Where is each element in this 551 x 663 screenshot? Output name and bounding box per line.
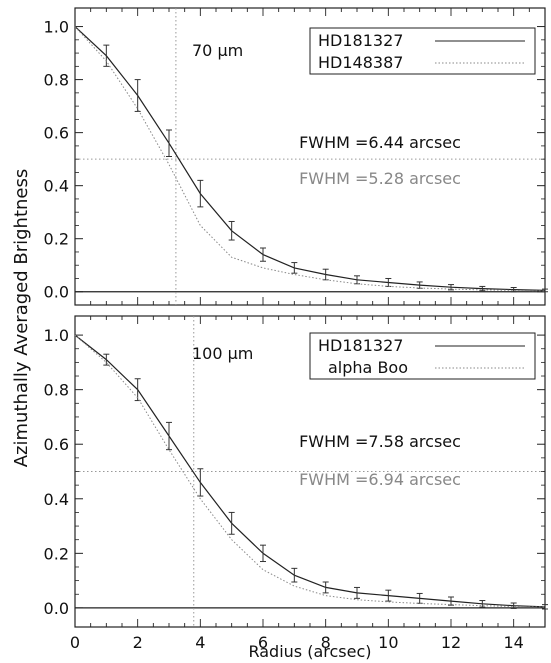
x-tick-label: 12 [441, 633, 461, 652]
legend-label: HD181327 [318, 336, 403, 355]
x-tick-label: 8 [321, 633, 331, 652]
x-tick-label: 0 [70, 633, 80, 652]
wavelength-label: 100 μm [192, 344, 253, 363]
panel-bottom: 0.0 0.2 0.4 0.6 0.8 1.0 HD181327 alpha Boo 100 μ… [44, 315, 548, 652]
y-tick-label: 0.6 [44, 435, 69, 454]
panel-top: 0.0 0.2 0.4 0.6 0.8 1.0 HD181327 HD148387 70 μm F… [44, 7, 548, 306]
x-tick-label: 4 [195, 633, 205, 652]
fwhm-label-primary: FWHM =7.58 arcsec [299, 432, 461, 451]
y-tick-label: 0.2 [44, 544, 69, 563]
fwhm-label-primary: FWHM =6.44 arcsec [299, 133, 461, 152]
y-tick-label: 0.2 [44, 230, 69, 249]
wavelength-label: 70 μm [192, 41, 243, 60]
y-tick-label: 0.0 [44, 283, 69, 302]
legend-label: HD148387 [318, 53, 403, 72]
y-tick-label: 0.8 [44, 71, 69, 90]
series-line-primary [74, 334, 546, 608]
legend-label: HD181327 [318, 31, 403, 50]
legend-box [309, 332, 536, 380]
series-line-primary [74, 26, 546, 291]
x-tick-label: 2 [133, 633, 143, 652]
series-line-reference [74, 26, 546, 292]
y-tick-label: 0.4 [44, 177, 69, 196]
fwhm-label-reference: FWHM =5.28 arcsec [299, 169, 461, 188]
legend-label: alpha Boo [328, 358, 408, 377]
x-tick-label: 14 [503, 633, 523, 652]
legend-box [309, 27, 536, 75]
series-line-reference [74, 334, 546, 608]
y-axis-label: Azimuthally Averaged Brightness [11, 169, 32, 468]
y-tick-label: 1.0 [44, 326, 69, 345]
x-tick-label: 10 [378, 633, 398, 652]
y-tick-label: 1.0 [44, 18, 69, 37]
x-axis-label: Radius (arcsec) [248, 642, 371, 661]
y-tick-label: 0.4 [44, 490, 69, 509]
y-tick-label: 0.6 [44, 124, 69, 143]
fwhm-label-reference: FWHM =6.94 arcsec [299, 470, 461, 489]
y-tick-label: 0.8 [44, 381, 69, 400]
y-tick-label: 0.0 [44, 599, 69, 618]
x-tick-label: 6 [258, 633, 268, 652]
